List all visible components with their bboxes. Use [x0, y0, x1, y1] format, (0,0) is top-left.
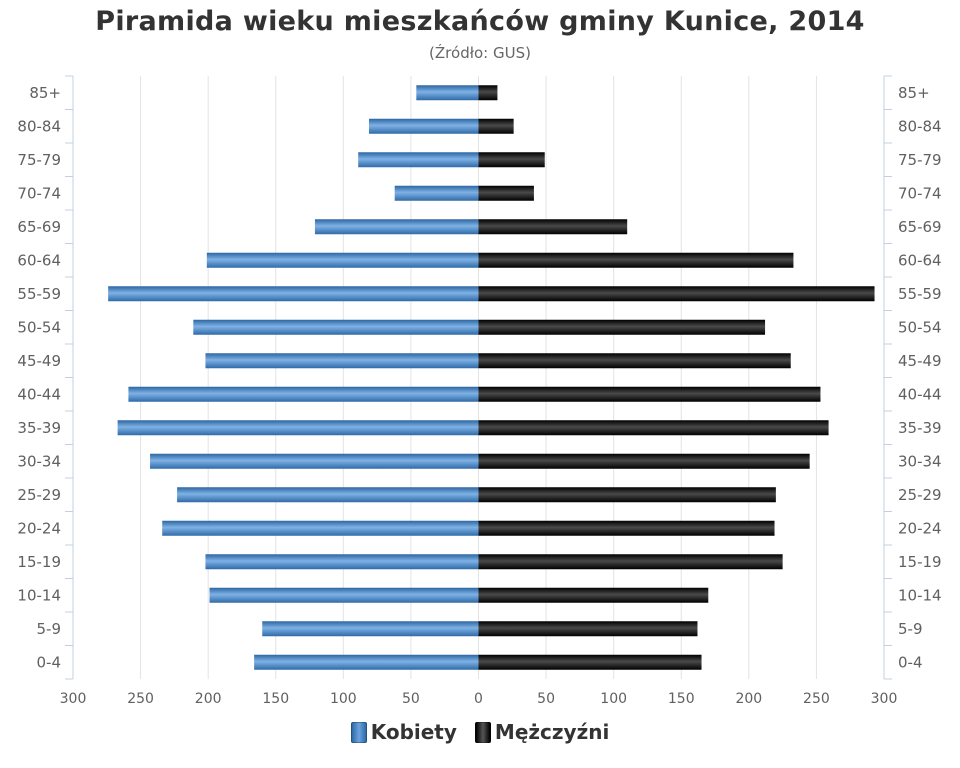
bar-kobiety-75-79: [358, 152, 479, 168]
category-label-left: 60-64: [17, 251, 61, 269]
chart-subtitle: (Źródło: GUS): [429, 44, 531, 62]
x-tick-label: 300: [60, 691, 87, 707]
category-label-left: 25-29: [17, 486, 61, 504]
category-label-left: 0-4: [37, 653, 62, 671]
category-label-right: 5-9: [898, 620, 923, 638]
bar-mezczyzni-5-9: [478, 621, 698, 637]
legend-label-kobiety: Kobiety: [370, 720, 457, 744]
x-tick-label: 200: [735, 691, 762, 707]
bar-mezczyzni-85+: [478, 85, 498, 101]
bar-kobiety-30-34: [150, 453, 479, 469]
x-tick-label: 50: [402, 691, 420, 707]
category-label-right: 30-34: [898, 452, 942, 470]
legend-label-mezczyzni: Mężczyźni: [494, 720, 610, 744]
bar-mezczyzni-60-64: [478, 252, 794, 268]
category-label-left: 85+: [29, 84, 61, 102]
bar-kobiety-20-24: [162, 520, 479, 536]
bar-mezczyzni-25-29: [478, 487, 776, 503]
bar-mezczyzni-65-69: [478, 219, 628, 235]
bar-mezczyzni-35-39: [478, 420, 829, 436]
category-label-left: 50-54: [17, 318, 61, 336]
bar-kobiety-10-14: [209, 587, 479, 603]
category-label-left: 55-59: [17, 285, 61, 303]
bar-mezczyzni-75-79: [478, 152, 545, 168]
x-tick-label: 150: [668, 691, 695, 707]
bar-mezczyzni-10-14: [478, 587, 709, 603]
x-tick-label: 250: [803, 691, 830, 707]
bar-kobiety-50-54: [193, 319, 479, 335]
x-tick-label: 100: [330, 691, 357, 707]
bar-kobiety-40-44: [128, 386, 479, 402]
chart-title: Piramida wieku mieszkańców gminy Kunice,…: [95, 6, 865, 37]
category-label-left: 20-24: [17, 519, 61, 537]
category-label-right: 85+: [898, 84, 930, 102]
category-label-left: 5-9: [37, 620, 62, 638]
bar-kobiety-45-49: [205, 353, 479, 369]
bar-mezczyzni-80-84: [478, 118, 514, 134]
bar-kobiety-80-84: [369, 118, 479, 134]
bar-kobiety-85+: [416, 85, 479, 101]
category-label-right: 25-29: [898, 486, 942, 504]
bar-kobiety-5-9: [262, 621, 479, 637]
legend-swatch-mezczyzni: [474, 721, 491, 743]
x-tick-label: 300: [871, 691, 898, 707]
x-tick-label: 250: [127, 691, 154, 707]
x-tick-label: 50: [537, 691, 555, 707]
bar-mezczyzni-55-59: [478, 286, 875, 302]
category-label-left: 40-44: [17, 385, 61, 403]
category-label-left: 30-34: [17, 452, 61, 470]
bar-layer: [108, 85, 875, 670]
bar-kobiety-35-39: [117, 420, 479, 436]
category-label-left: 70-74: [17, 184, 61, 202]
category-label-right: 20-24: [898, 519, 942, 537]
category-label-left: 45-49: [17, 352, 61, 370]
x-tick-label: 0: [474, 691, 483, 707]
legend: Kobiety Mężczyźni: [0, 720, 960, 744]
category-label-right: 65-69: [898, 218, 942, 236]
category-label-right: 35-39: [898, 419, 942, 437]
bar-kobiety-55-59: [108, 286, 479, 302]
category-label-left: 35-39: [17, 419, 61, 437]
category-label-left: 80-84: [17, 117, 61, 135]
bar-mezczyzni-50-54: [478, 319, 766, 335]
category-label-left: 65-69: [17, 218, 61, 236]
category-label-right: 45-49: [898, 352, 942, 370]
bar-mezczyzni-30-34: [478, 453, 810, 469]
bar-kobiety-70-74: [394, 185, 479, 201]
category-label-right: 55-59: [898, 285, 942, 303]
bar-mezczyzni-45-49: [478, 353, 791, 369]
bar-kobiety-25-29: [177, 487, 479, 503]
category-label-right: 0-4: [898, 653, 923, 671]
bar-kobiety-65-69: [314, 219, 479, 235]
category-label-left: 75-79: [17, 151, 61, 169]
bar-kobiety-0-4: [254, 654, 479, 670]
category-label-right: 80-84: [898, 117, 942, 135]
legend-swatch-kobiety: [350, 721, 367, 743]
x-tick-label: 100: [600, 691, 627, 707]
bar-mezczyzni-40-44: [478, 386, 821, 402]
category-label-right: 15-19: [898, 553, 942, 571]
bar-kobiety-15-19: [205, 554, 479, 570]
bar-mezczyzni-20-24: [478, 520, 775, 536]
legend-item-kobiety[interactable]: Kobiety: [350, 720, 457, 744]
category-label-right: 10-14: [898, 586, 942, 604]
category-label-right: 40-44: [898, 385, 942, 403]
grid-layer: [65, 75, 892, 680]
bar-mezczyzni-0-4: [478, 654, 702, 670]
category-label-right: 70-74: [898, 184, 942, 202]
bar-mezczyzni-15-19: [478, 554, 783, 570]
label-layer: 300 250 200 150 100 50 0 50 100 150 200 250 300 85+ 85…: [17, 84, 941, 707]
category-label-right: 60-64: [898, 251, 942, 269]
category-label-right: 50-54: [898, 318, 942, 336]
category-label-left: 10-14: [17, 586, 61, 604]
bar-mezczyzni-70-74: [478, 185, 534, 201]
category-label-left: 15-19: [17, 553, 61, 571]
x-tick-label: 150: [262, 691, 289, 707]
x-tick-label: 200: [195, 691, 222, 707]
legend-item-mezczyzni[interactable]: Mężczyźni: [474, 720, 610, 744]
bar-kobiety-60-64: [206, 252, 479, 268]
category-label-right: 75-79: [898, 151, 942, 169]
